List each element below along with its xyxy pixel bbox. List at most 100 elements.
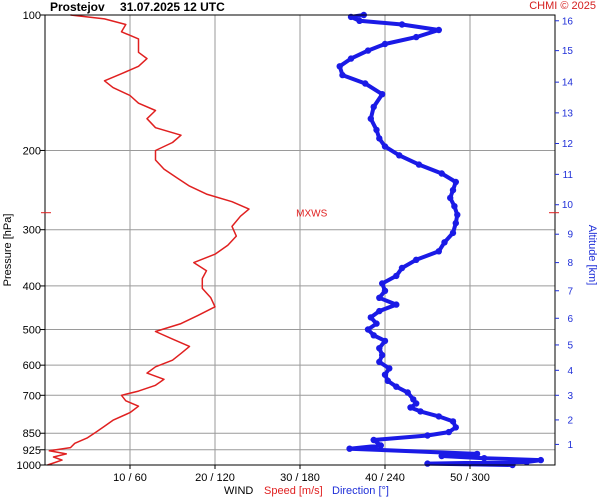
direction-point bbox=[452, 219, 459, 227]
speed-series bbox=[47, 14, 250, 466]
altitude-tick-label: 10 bbox=[562, 200, 574, 211]
altitude-tick-label: 12 bbox=[562, 139, 574, 150]
direction-point bbox=[393, 301, 400, 308]
direction-point bbox=[347, 55, 355, 62]
direction-point bbox=[454, 211, 461, 218]
altitude-tick-label: 2 bbox=[567, 415, 573, 426]
chart-annotation: MXWS bbox=[41, 209, 559, 220]
direction-point bbox=[367, 314, 374, 321]
direction-point bbox=[381, 287, 389, 294]
altitude-tick-label: 4 bbox=[567, 366, 573, 377]
direction-point bbox=[336, 63, 343, 70]
altitude-tick-label: 7 bbox=[567, 286, 573, 297]
pressure-tick-label: 600 bbox=[23, 360, 41, 372]
direction-point bbox=[424, 460, 431, 467]
direction-point bbox=[407, 404, 414, 411]
direction-point bbox=[451, 203, 458, 210]
direction-point bbox=[396, 152, 403, 159]
direction-point bbox=[346, 445, 353, 452]
direction-point bbox=[339, 71, 346, 79]
direction-point bbox=[362, 80, 369, 87]
direction-point bbox=[435, 413, 442, 420]
direction-point bbox=[398, 264, 406, 272]
direction-point bbox=[376, 345, 383, 352]
direction-point bbox=[373, 126, 380, 134]
pressure-tick-label: 1000 bbox=[17, 460, 41, 472]
altitude-tick-label: 3 bbox=[567, 391, 573, 402]
credit-label: CHMI © 2025 bbox=[529, 0, 596, 12]
direction-point bbox=[377, 442, 384, 449]
direction-point bbox=[356, 17, 363, 24]
pressure-tick-label: 300 bbox=[23, 225, 41, 237]
altitude-tick-label: 9 bbox=[567, 230, 573, 241]
direction-point bbox=[449, 229, 457, 237]
station-name: Prostejov bbox=[50, 0, 105, 14]
x-tick-label: 20 / 120 bbox=[195, 472, 235, 484]
y2-axis-label: Altitude [km] bbox=[586, 225, 598, 286]
chart-title: Prostejov 31.07.2025 12 UTC bbox=[50, 0, 225, 14]
direction-point bbox=[404, 389, 411, 396]
direction-point bbox=[379, 280, 386, 287]
direction-point bbox=[393, 272, 400, 280]
direction-point bbox=[415, 161, 423, 168]
direction-point bbox=[449, 186, 457, 194]
pressure-tick-label: 100 bbox=[23, 10, 41, 22]
direction-point bbox=[438, 452, 445, 460]
direction-point bbox=[381, 337, 389, 345]
speed-line bbox=[47, 14, 250, 466]
direction-point bbox=[452, 424, 459, 431]
chart-grid bbox=[45, 15, 555, 465]
pressure-tick-label: 925 bbox=[23, 445, 41, 457]
x-tick-label: 10 / 60 bbox=[113, 472, 147, 484]
pressure-tick-label: 400 bbox=[23, 281, 41, 293]
direction-point bbox=[376, 135, 383, 142]
altitude-tick-label: 16 bbox=[562, 16, 574, 27]
direction-series bbox=[336, 11, 544, 469]
pressure-tick-label: 700 bbox=[23, 390, 41, 402]
altitude-tick-label: 8 bbox=[567, 258, 573, 269]
direction-line bbox=[337, 13, 543, 467]
direction-point bbox=[473, 450, 481, 458]
altitude-tick-label: 1 bbox=[567, 440, 573, 451]
direction-point bbox=[417, 408, 424, 415]
direction-point bbox=[367, 115, 374, 122]
pressure-tick-label: 500 bbox=[23, 325, 41, 337]
direction-point bbox=[376, 307, 383, 315]
x-tick-label: 30 / 180 bbox=[280, 472, 320, 484]
direction-point bbox=[373, 320, 380, 327]
direction-point bbox=[376, 358, 383, 366]
direction-point bbox=[424, 432, 431, 439]
direction-point bbox=[452, 178, 459, 186]
direction-point bbox=[435, 26, 442, 34]
direction-point bbox=[441, 239, 448, 246]
direction-point bbox=[410, 396, 417, 403]
direction-point bbox=[370, 332, 377, 339]
direction-point bbox=[398, 21, 406, 28]
x-axis-label-direction: Direction [°] bbox=[332, 485, 389, 497]
direction-point bbox=[381, 143, 389, 150]
direction-point bbox=[370, 436, 377, 444]
direction-point bbox=[523, 458, 530, 466]
sounding-datetime: 31.07.2025 12 UTC bbox=[120, 0, 225, 14]
direction-point bbox=[364, 326, 372, 333]
x-tick-label: 50 / 300 bbox=[450, 472, 490, 484]
direction-point bbox=[413, 256, 420, 263]
altitude-tick-label: 6 bbox=[567, 314, 573, 325]
x-tick-label: 40 / 240 bbox=[365, 472, 405, 484]
altitude-tick-label: 14 bbox=[562, 78, 574, 89]
altitude-tick-label: 13 bbox=[562, 108, 574, 119]
direction-point bbox=[393, 383, 400, 390]
direction-point bbox=[438, 170, 445, 177]
direction-point bbox=[379, 91, 386, 98]
direction-point bbox=[384, 377, 391, 384]
direction-point bbox=[370, 103, 377, 111]
direction-point bbox=[376, 294, 383, 301]
direction-point bbox=[435, 248, 442, 255]
x-axis-label-wind: WIND bbox=[224, 485, 254, 497]
pressure-tick-label: 200 bbox=[23, 145, 41, 157]
direction-point bbox=[537, 456, 544, 464]
direction-point bbox=[481, 455, 488, 462]
direction-point bbox=[379, 351, 386, 359]
